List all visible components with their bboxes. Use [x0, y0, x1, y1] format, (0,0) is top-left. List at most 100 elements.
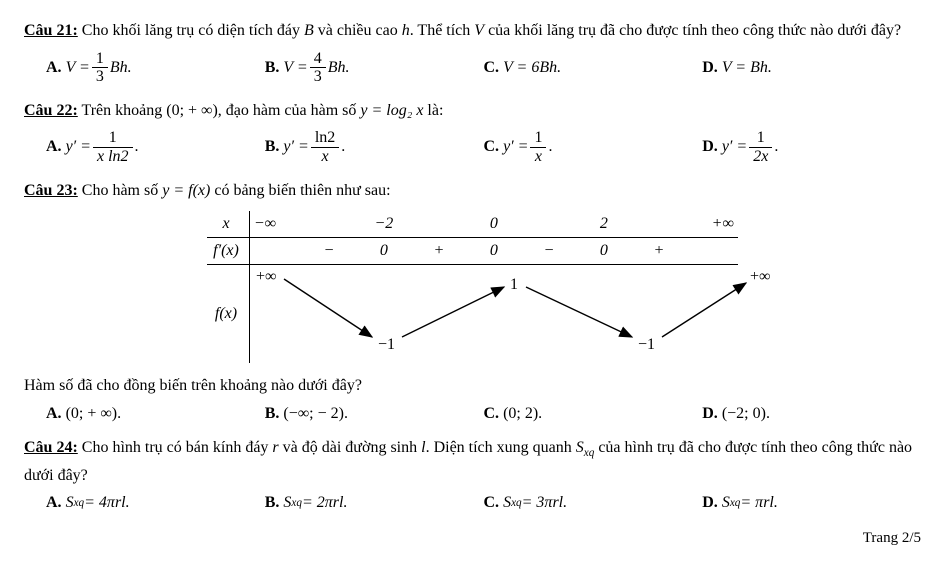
q22-optD-num: 1: [749, 129, 772, 148]
q24-ta: Cho hình trụ có bán kính đáy: [82, 439, 273, 456]
q22-optB-den: x: [311, 148, 339, 166]
q21-optA-den: 3: [92, 68, 108, 86]
q21-h: h: [402, 22, 410, 39]
q24-options: A. Sxq = 4πrl. B. Sxq = 2πrl. C. Sxq = 3…: [46, 494, 921, 512]
q21-optA: A. V = 13 Bh.: [46, 50, 265, 86]
q21-optC-txt: V = 6Bh.: [503, 59, 561, 77]
q22-optC-lbl: C.: [484, 138, 500, 156]
q22-options: A. y′ = 1x ln2 . B. y′ = ln2x . C. y′ = …: [46, 129, 921, 165]
q23-optC: C.(0; 2).: [484, 405, 703, 423]
q24-S: S: [576, 439, 584, 456]
q23-text: Câu 23: Cho hàm số y = f(x) có bảng biến…: [24, 178, 921, 204]
q24-tc: . Diện tích xung quanh: [426, 439, 576, 456]
q24-optB-post: = 2πrl.: [302, 494, 347, 512]
q24-text: Câu 24: Cho hình trụ có bán kính đáy r v…: [24, 435, 921, 489]
arrows-cell: +∞ −1 1 −1 +∞: [249, 265, 738, 364]
question-22: Câu 22: Trên khoảng (0; + ∞), đạo hàm củ…: [24, 98, 921, 166]
q24-tb: và độ dài đường sinh: [279, 439, 421, 456]
q23-label: Câu 23:: [24, 182, 78, 199]
q24-optA: A. Sxq = 4πrl.: [46, 494, 265, 512]
q23-optA-t: (0; + ∞).: [66, 405, 122, 423]
q21-optB-den: 3: [310, 68, 326, 86]
q22-optC-pre: y′ =: [503, 138, 528, 156]
q21-optA-frac: 13: [92, 50, 108, 86]
q22-optB-lbl: B.: [265, 138, 280, 156]
q21-optA-post: Bh.: [110, 59, 132, 77]
q24-optB-lbl: B.: [265, 494, 280, 512]
q22-optC-frac: 1x: [530, 129, 546, 165]
q21-optD-txt: V = Bh.: [722, 59, 772, 77]
page-footer: Trang 2/5: [24, 530, 921, 547]
q21-optA-lbl: A.: [46, 59, 62, 77]
q23-tail: Hàm số đã cho đồng biến trên khoảng nào …: [24, 373, 921, 399]
x-val-2: 0: [474, 211, 514, 238]
q22-optB-num: ln2: [311, 129, 339, 148]
arrow-4: [662, 283, 746, 337]
x-val-1: −2: [364, 211, 404, 238]
q24-Ssub: xq: [584, 447, 595, 459]
q24-optD: D. Sxq = πrl.: [702, 494, 921, 512]
q22-optD-frac: 12x: [749, 129, 772, 165]
q24-optC-sub: xq: [511, 497, 522, 509]
q24-optA-lbl: A.: [46, 494, 62, 512]
q21-optB-post: Bh.: [328, 59, 350, 77]
q24-label: Câu 24:: [24, 439, 78, 456]
q21-optB-frac: 43: [310, 50, 326, 86]
q21-optB-pre: V =: [283, 59, 307, 77]
q24-optD-pre: S: [722, 494, 730, 512]
q21-optA-pre: V =: [66, 59, 90, 77]
q24-optD-sub: xq: [730, 497, 741, 509]
q23-options: A.(0; + ∞). B.(−∞; − 2). C.(0; 2). D.(−2…: [46, 405, 921, 423]
arrow-1: [284, 279, 372, 337]
q21-optC-lbl: C.: [484, 59, 500, 77]
q22-optA-pre: y′ =: [66, 138, 91, 156]
q24-optB-sub: xq: [291, 497, 302, 509]
q23-optB-t: (−∞; − 2).: [283, 405, 348, 423]
q22-optA-den: x ln2: [93, 148, 133, 166]
q22-optD-post: .: [774, 138, 778, 156]
q22-optC: C. y′ = 1x .: [484, 129, 703, 165]
q22-optA: A. y′ = 1x ln2 .: [46, 129, 265, 165]
q22-optC-post: .: [548, 138, 552, 156]
q24-optA-pre: S: [66, 494, 74, 512]
q21-optB: B. V = 43 Bh.: [265, 50, 484, 86]
q22-optA-post: .: [135, 138, 139, 156]
question-23: Câu 23: Cho hàm số y = f(x) có bảng biến…: [24, 178, 921, 423]
q21-optC: C. V = 6Bh.: [484, 50, 703, 86]
q24-optD-lbl: D.: [702, 494, 718, 512]
q22-optB-frac: ln2x: [311, 129, 339, 165]
arrow-3: [526, 287, 632, 337]
q24-optC-pre: S: [503, 494, 511, 512]
row-x-head: x: [207, 211, 249, 238]
q21-optA-num: 1: [92, 50, 108, 69]
q22-optB-post: .: [341, 138, 345, 156]
q22-label: Câu 22:: [24, 102, 78, 119]
q21-ta: Cho khối lăng trụ có diện tích đáy: [82, 22, 304, 39]
lbl-right-top: +∞: [750, 268, 770, 285]
fp-s4: −: [514, 238, 584, 265]
q23-optB-lbl: B.: [265, 405, 280, 423]
q22-optC-den: x: [530, 148, 546, 166]
row-fp-head: f′(x): [207, 238, 249, 265]
lbl-min1: −1: [378, 336, 395, 353]
q21-tb: và chiều cao: [314, 22, 402, 39]
row-x: x −∞ −2 0 2 +∞: [207, 211, 738, 238]
fp-s1: 0: [364, 238, 404, 265]
q21-B: B: [304, 22, 314, 39]
lbl-min2: −1: [638, 336, 655, 353]
q22-optD-pre: y′ =: [722, 138, 747, 156]
q24-optD-post: = πrl.: [740, 494, 777, 512]
fp-s5: 0: [584, 238, 624, 265]
q23-optC-lbl: C.: [484, 405, 500, 423]
q21-optB-lbl: B.: [265, 59, 280, 77]
q22-optD-lbl: D.: [702, 138, 718, 156]
row-f: f(x) +∞ −1 1 −1 +∞: [207, 265, 738, 364]
q24-optB: B. Sxq = 2πrl.: [265, 494, 484, 512]
x-val-0: −∞: [249, 211, 294, 238]
q22-optC-num: 1: [530, 129, 546, 148]
q21-tc: . Thể tích: [410, 22, 475, 39]
lbl-max: 1: [510, 276, 518, 293]
q23-optB: B.(−∞; − 2).: [265, 405, 484, 423]
row-fprime: f′(x) − 0 + 0 − 0 +: [207, 238, 738, 265]
q22-func: y = log₂ x: [360, 102, 423, 119]
